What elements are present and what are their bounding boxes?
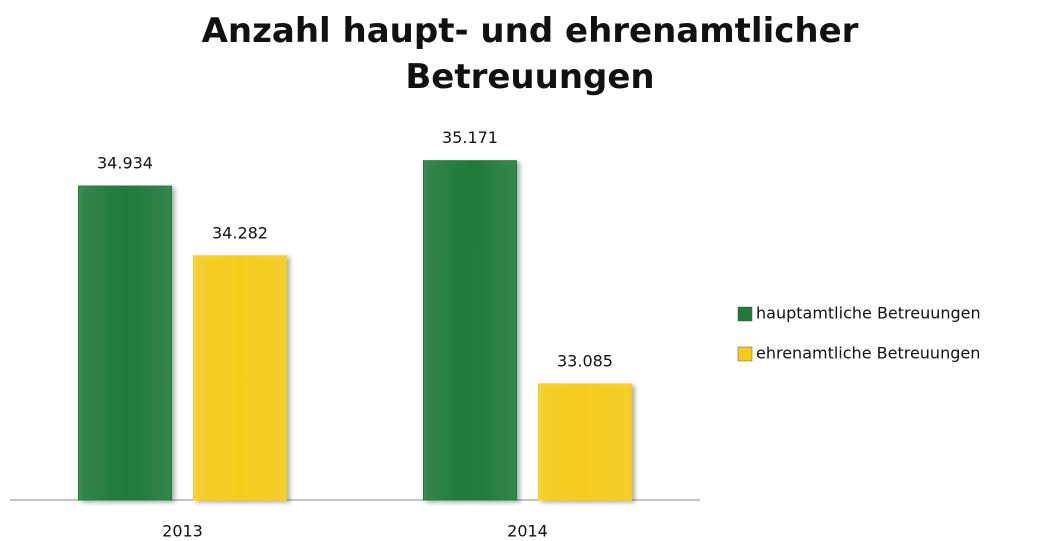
value-label: 35.171 (442, 128, 498, 147)
legend-swatch (737, 306, 753, 322)
value-label: 34.934 (97, 154, 153, 173)
value-label: 33.085 (557, 351, 613, 370)
value-label: 34.282 (212, 223, 268, 242)
bar (78, 185, 172, 501)
x-tick-label: 2014 (507, 522, 548, 541)
bar (538, 383, 632, 501)
bar (193, 255, 287, 501)
legend-label: hauptamtliche Betreuungen (756, 304, 981, 323)
legend-label: ehrenamtliche Betreuungen (756, 344, 980, 363)
legend-swatch (737, 346, 753, 362)
x-tick-label: 2013 (162, 522, 203, 541)
chart-title: Anzahl haupt- und ehrenamtlicher Betreuu… (201, 11, 859, 97)
bar (423, 160, 517, 501)
